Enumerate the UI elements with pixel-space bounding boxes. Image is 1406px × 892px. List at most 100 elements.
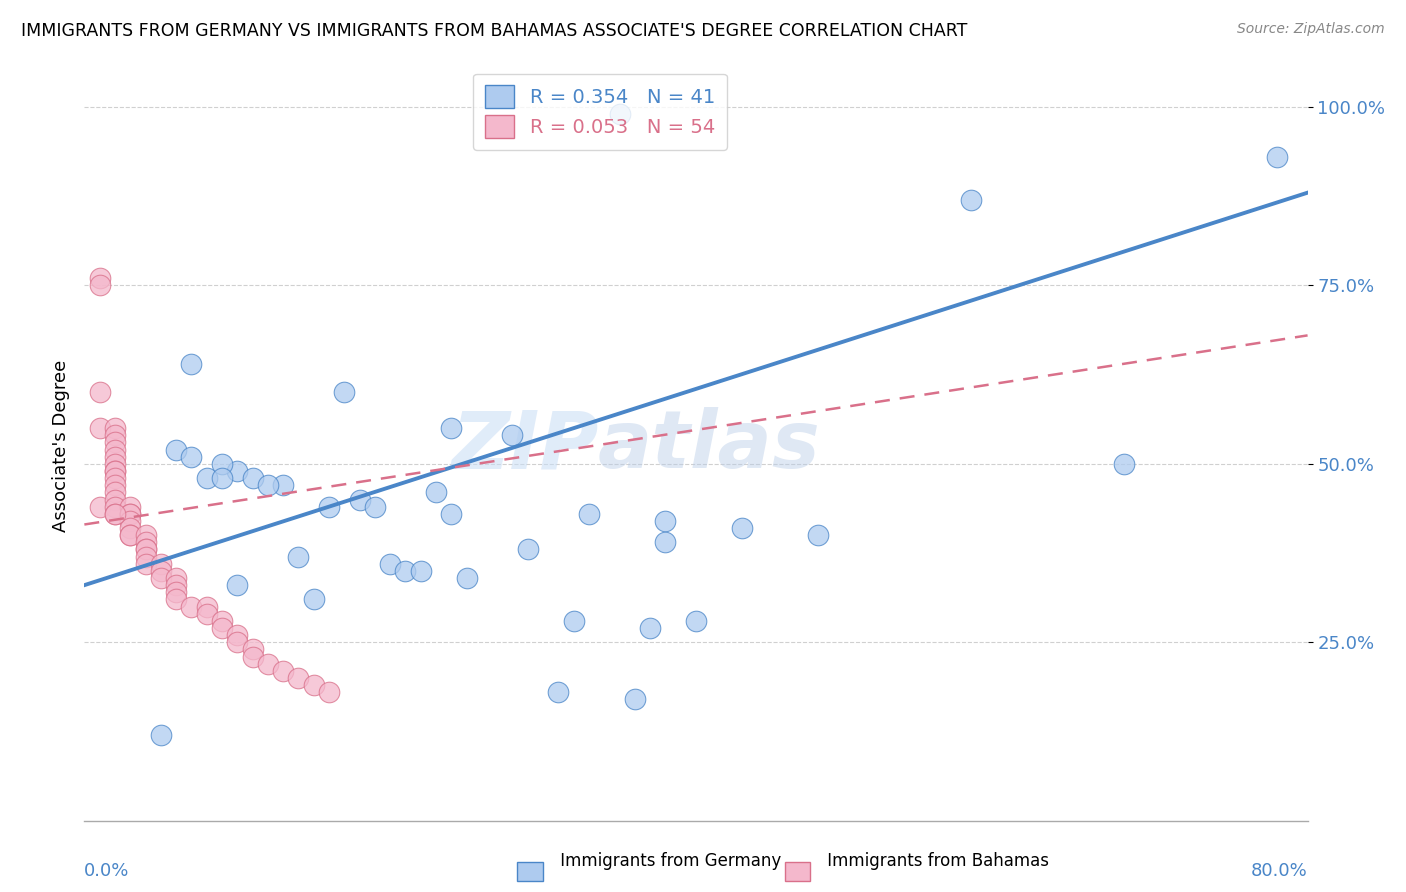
Point [120, 507, 142, 521]
Point [394, 564, 416, 578]
Text: atlas: atlas [598, 407, 821, 485]
Point [104, 507, 127, 521]
Point [104, 464, 127, 478]
Point [807, 528, 830, 542]
Point [165, 571, 187, 585]
Point [135, 549, 157, 564]
Point [226, 464, 249, 478]
Point [578, 507, 600, 521]
Point [242, 471, 264, 485]
Point [731, 521, 754, 535]
Point [149, 728, 172, 742]
Point [195, 471, 218, 485]
Point [440, 507, 463, 521]
Point [440, 421, 463, 435]
Point [120, 528, 142, 542]
Point [165, 592, 187, 607]
Point [302, 678, 325, 692]
Point [120, 528, 142, 542]
Point [1265, 150, 1288, 164]
Point [516, 542, 538, 557]
Point [1114, 457, 1136, 471]
Point [654, 514, 676, 528]
Point [364, 500, 387, 514]
Point [302, 592, 325, 607]
Point [104, 464, 127, 478]
Text: Source: ZipAtlas.com: Source: ZipAtlas.com [1237, 22, 1385, 37]
Point [456, 571, 478, 585]
Point [960, 193, 983, 207]
Text: IMMIGRANTS FROM GERMANY VS IMMIGRANTS FROM BAHAMAS ASSOCIATE'S DEGREE CORRELATIO: IMMIGRANTS FROM GERMANY VS IMMIGRANTS FR… [21, 22, 967, 40]
Point [287, 671, 309, 685]
Point [120, 507, 142, 521]
Point [104, 421, 127, 435]
Point [104, 428, 127, 442]
Point [89, 278, 111, 293]
Point [180, 357, 202, 371]
Point [104, 492, 127, 507]
Point [502, 428, 524, 442]
Y-axis label: Associate's Degree: Associate's Degree [52, 359, 70, 533]
Point [211, 457, 233, 471]
Point [104, 457, 127, 471]
Point [149, 571, 172, 585]
Point [242, 642, 264, 657]
Point [135, 542, 157, 557]
Point [135, 557, 157, 571]
Point [135, 542, 157, 557]
Point [104, 485, 127, 500]
Point [104, 507, 127, 521]
Point [89, 500, 111, 514]
Point [333, 385, 356, 400]
Point [380, 557, 402, 571]
Point [624, 692, 647, 706]
Point [409, 564, 432, 578]
Point [104, 471, 127, 485]
Point [242, 649, 264, 664]
Point [287, 549, 309, 564]
Point [349, 492, 371, 507]
Point [211, 471, 233, 485]
Point [211, 621, 233, 635]
Point [638, 621, 661, 635]
Point [104, 500, 127, 514]
Point [89, 385, 111, 400]
Point [135, 528, 157, 542]
Point [609, 107, 631, 121]
Point [104, 442, 127, 457]
Text: Immigrants from Bahamas: Immigrants from Bahamas [801, 852, 1049, 870]
Text: Immigrants from Germany: Immigrants from Germany [534, 852, 782, 870]
Point [271, 664, 294, 678]
Text: 80.0%: 80.0% [1251, 862, 1308, 880]
Text: ZIP: ZIP [451, 407, 598, 485]
Text: 0.0%: 0.0% [84, 862, 129, 880]
Point [226, 635, 249, 649]
Point [180, 599, 202, 614]
Point [257, 478, 280, 492]
Point [195, 599, 218, 614]
Point [318, 685, 340, 699]
Point [165, 442, 187, 457]
Point [104, 435, 127, 450]
Point [547, 685, 569, 699]
Point [271, 478, 294, 492]
Point [195, 607, 218, 621]
Point [89, 421, 111, 435]
Point [165, 578, 187, 592]
Point [135, 535, 157, 549]
Point [257, 657, 280, 671]
Point [120, 514, 142, 528]
Point [104, 450, 127, 464]
Point [226, 578, 249, 592]
Point [120, 521, 142, 535]
Point [425, 485, 447, 500]
Point [120, 500, 142, 514]
Point [211, 614, 233, 628]
Legend: R = 0.354   N = 41, R = 0.053   N = 54: R = 0.354 N = 41, R = 0.053 N = 54 [474, 73, 727, 150]
Point [685, 614, 707, 628]
Point [165, 585, 187, 599]
Point [226, 628, 249, 642]
Point [318, 500, 340, 514]
Point [104, 478, 127, 492]
Point [180, 450, 202, 464]
